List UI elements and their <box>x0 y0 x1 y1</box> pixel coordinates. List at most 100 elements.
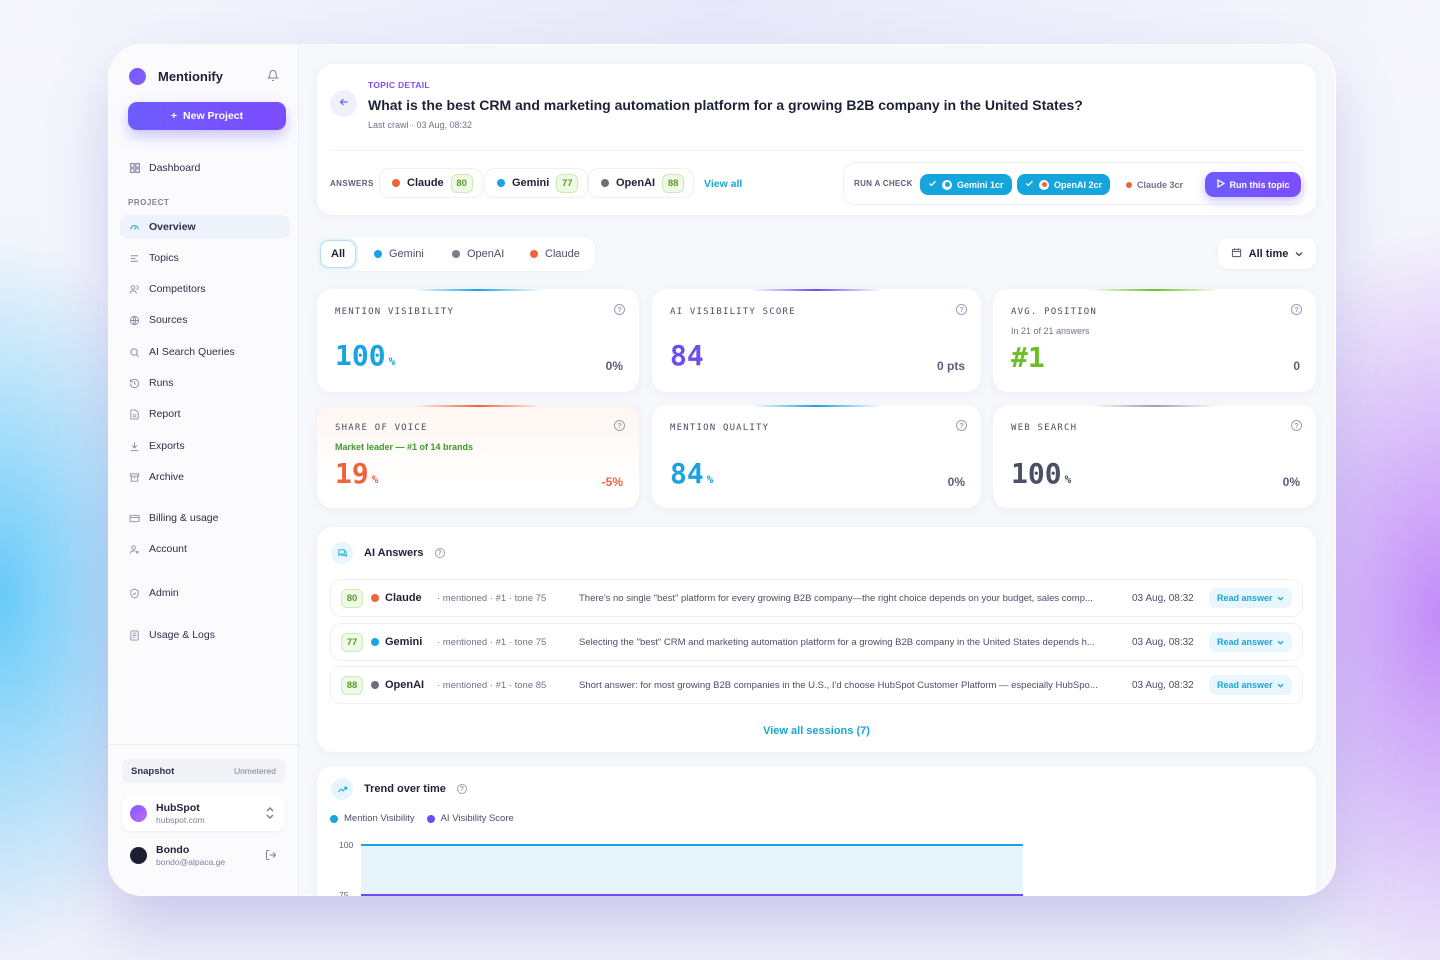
tab-label: Claude <box>545 248 580 260</box>
legend-item-mention-visibility[interactable]: Mention Visibility <box>330 813 415 824</box>
history-icon <box>129 378 140 389</box>
user-account[interactable]: Bondo bondo@alpaca.ge <box>122 837 285 873</box>
answer-excerpt: Short answer: for most growing B2B compa… <box>579 679 1098 691</box>
metric-label: MENTION QUALITY <box>670 423 770 433</box>
answer-chip-gemini[interactable]: Gemini 77 <box>484 168 589 198</box>
topic-kicker: TOPIC DETAIL <box>368 80 430 90</box>
sidebar-item-dashboard[interactable]: Dashboard <box>120 156 290 180</box>
sidebar-item-archive[interactable]: Archive <box>120 465 290 489</box>
metric-number: #1 <box>1011 341 1045 374</box>
metric-unit: % <box>371 473 379 486</box>
view-all-link[interactable]: View all <box>704 178 743 190</box>
sidebar-item-ai-search-queries[interactable]: AI Search Queries <box>120 340 290 364</box>
run-check-panel: RUN A CHECK Gemini 1cr OpenAI 2cr Claude… <box>843 162 1304 205</box>
document-icon <box>129 629 140 641</box>
metric-label: SHARE OF VOICE <box>335 423 428 433</box>
answer-row-claude[interactable]: 80 Claude · mentioned · #1 · tone 75 The… <box>330 579 1303 617</box>
sidebar-item-label: Sources <box>149 314 188 326</box>
run-option-claude[interactable]: Claude 3cr <box>1118 174 1191 195</box>
help-icon[interactable]: ? <box>956 304 967 315</box>
chevron-down-icon <box>1277 637 1284 647</box>
help-icon[interactable]: ? <box>1291 304 1302 315</box>
metric-mention-visibility: MENTION VISIBILITY ? 100% 0% <box>317 289 639 392</box>
answer-chip-openai[interactable]: OpenAI 88 <box>588 168 695 198</box>
last-crawl: Last crawl · 03 Aug, 08:32 <box>368 120 473 130</box>
openai-dot <box>371 681 379 689</box>
snapshot-badge: Snapshot Unmetered <box>122 759 285 783</box>
help-icon[interactable]: ? <box>434 548 445 558</box>
project-domain: hubspot.com <box>156 814 205 825</box>
metric-delta: 0 <box>1293 359 1300 373</box>
metric-number: 100 <box>335 339 386 372</box>
read-answer-button[interactable]: Read answer <box>1209 588 1292 608</box>
metric-delta: -5% <box>601 475 623 489</box>
sidebar-item-admin[interactable]: Admin <box>120 581 290 605</box>
sidebar-item-usage-logs[interactable]: Usage & Logs <box>120 623 290 647</box>
view-all-sessions-link[interactable]: View all sessions (7) <box>763 725 870 737</box>
run-option-openai[interactable]: OpenAI 2cr <box>1017 174 1111 195</box>
legend-label: Mention Visibility <box>344 813 415 824</box>
help-icon[interactable]: ? <box>1291 420 1302 431</box>
time-range-select[interactable]: All time <box>1218 238 1316 269</box>
help-icon[interactable]: ? <box>956 420 967 431</box>
tab-gemini[interactable]: Gemini <box>364 240 434 268</box>
answer-row-gemini[interactable]: 77 Gemini · mentioned · #1 · tone 75 Sel… <box>330 623 1303 661</box>
sidebar-item-label: Archive <box>149 471 185 483</box>
tab-label: All <box>331 248 346 260</box>
project-name: HubSpot <box>156 801 200 814</box>
sidebar-item-label: Competitors <box>149 283 206 295</box>
sidebar-item-billing[interactable]: Billing & usage <box>120 506 290 530</box>
answer-row-openai[interactable]: 88 OpenAI · mentioned · #1 · tone 85 Sho… <box>330 666 1303 704</box>
model-name: OpenAI <box>385 679 425 691</box>
new-project-button[interactable]: + New Project <box>128 102 286 130</box>
score-badge: 88 <box>662 173 685 193</box>
help-icon[interactable]: ? <box>456 784 467 794</box>
sidebar-item-report[interactable]: Report <box>120 402 290 426</box>
answer-chip-claude[interactable]: Claude 80 <box>379 168 483 198</box>
run-topic-button[interactable]: Run this topic <box>1205 172 1301 197</box>
topic-card: TOPIC DETAIL What is the best CRM and ma… <box>317 64 1316 215</box>
archive-icon <box>129 472 140 483</box>
search-icon <box>129 347 140 358</box>
chevron-up-down-icon <box>265 806 277 820</box>
sidebar-item-exports[interactable]: Exports <box>120 434 290 458</box>
sidebar-item-overview[interactable]: Overview <box>120 215 290 239</box>
tab-all[interactable]: All <box>320 240 357 268</box>
sidebar-item-account[interactable]: Account <box>120 537 290 561</box>
download-icon <box>129 441 140 452</box>
back-button[interactable] <box>330 90 357 117</box>
sidebar-item-label: Runs <box>149 377 174 389</box>
user-avatar <box>130 846 147 864</box>
sidebar-item-label: Overview <box>149 221 196 233</box>
brand[interactable]: Mentionify <box>129 68 223 85</box>
run-option-gemini[interactable]: Gemini 1cr <box>920 174 1012 195</box>
help-icon[interactable]: ? <box>614 304 625 315</box>
sidebar-item-competitors[interactable]: Competitors <box>120 277 290 301</box>
score-badge: 77 <box>341 632 363 652</box>
topic-title: What is the best CRM and marketing autom… <box>368 97 1083 113</box>
series-area <box>361 845 1023 896</box>
score-badge: 80 <box>341 588 363 608</box>
project-switcher[interactable]: HubSpot hubspot.com <box>122 795 285 831</box>
sidebar-item-sources[interactable]: Sources <box>120 308 290 332</box>
read-answer-button[interactable]: Read answer <box>1209 632 1292 652</box>
metric-label: MENTION VISIBILITY <box>335 307 455 317</box>
tab-openai[interactable]: OpenAI <box>442 240 514 268</box>
metric-unit: % <box>1064 473 1072 486</box>
legend-item-ai-visibility-score[interactable]: AI Visibility Score <box>426 813 514 824</box>
answer-meta: · mentioned · #1 · tone 75 <box>437 592 547 604</box>
sidebar-item-runs[interactable]: Runs <box>120 371 290 395</box>
claude-dot <box>392 179 400 187</box>
metric-avg-position: AVG. POSITION In 21 of 21 answers ? #1 0 <box>993 289 1316 392</box>
answer-model: Gemini <box>371 636 422 648</box>
answer-model: Gemini <box>512 177 550 189</box>
chat-icon <box>331 542 353 564</box>
sidebar-item-topics[interactable]: Topics <box>120 246 290 270</box>
bell-icon[interactable] <box>266 69 281 83</box>
logout-icon[interactable] <box>265 848 277 860</box>
chevron-down-icon <box>1295 248 1303 260</box>
metric-value: 84% <box>670 457 713 490</box>
read-answer-button[interactable]: Read answer <box>1209 675 1292 695</box>
help-icon[interactable]: ? <box>614 420 625 431</box>
tab-claude[interactable]: Claude <box>520 240 590 268</box>
